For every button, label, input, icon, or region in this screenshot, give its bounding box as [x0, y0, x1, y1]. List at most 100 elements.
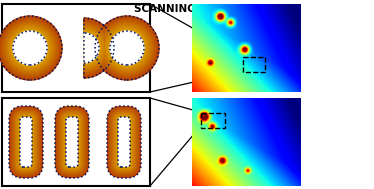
- Circle shape: [107, 28, 147, 68]
- Circle shape: [11, 29, 49, 67]
- Circle shape: [99, 20, 155, 76]
- Wedge shape: [84, 29, 102, 67]
- FancyBboxPatch shape: [108, 108, 140, 177]
- FancyBboxPatch shape: [55, 106, 89, 178]
- FancyBboxPatch shape: [114, 113, 134, 171]
- FancyBboxPatch shape: [58, 109, 86, 175]
- FancyBboxPatch shape: [116, 115, 132, 169]
- FancyBboxPatch shape: [10, 107, 42, 177]
- FancyBboxPatch shape: [17, 114, 35, 170]
- FancyBboxPatch shape: [9, 106, 43, 178]
- Circle shape: [98, 19, 156, 77]
- Circle shape: [109, 30, 145, 66]
- Circle shape: [4, 22, 56, 74]
- Wedge shape: [84, 21, 111, 75]
- Circle shape: [5, 23, 55, 73]
- Wedge shape: [84, 33, 99, 64]
- Circle shape: [110, 31, 144, 65]
- FancyBboxPatch shape: [62, 113, 82, 171]
- Circle shape: [103, 24, 151, 72]
- Circle shape: [8, 26, 52, 70]
- FancyBboxPatch shape: [16, 114, 36, 170]
- FancyBboxPatch shape: [113, 112, 135, 172]
- FancyBboxPatch shape: [108, 107, 140, 177]
- Circle shape: [0, 18, 60, 78]
- Wedge shape: [84, 19, 113, 76]
- FancyBboxPatch shape: [62, 113, 82, 171]
- Wedge shape: [84, 31, 101, 65]
- FancyBboxPatch shape: [61, 112, 83, 172]
- FancyBboxPatch shape: [112, 111, 136, 173]
- FancyBboxPatch shape: [59, 110, 85, 174]
- Circle shape: [96, 18, 157, 78]
- FancyBboxPatch shape: [13, 110, 39, 174]
- Circle shape: [95, 16, 159, 80]
- FancyBboxPatch shape: [109, 108, 139, 176]
- Wedge shape: [84, 30, 102, 66]
- Circle shape: [0, 18, 61, 78]
- Circle shape: [10, 28, 50, 68]
- Circle shape: [104, 25, 150, 71]
- FancyBboxPatch shape: [66, 117, 78, 167]
- Circle shape: [1, 19, 59, 77]
- Text: SCANNING SAXS Microscopy: SCANNING SAXS Microscopy: [134, 4, 300, 14]
- Wedge shape: [84, 32, 100, 64]
- Wedge shape: [84, 21, 111, 75]
- FancyBboxPatch shape: [18, 115, 34, 169]
- FancyBboxPatch shape: [116, 115, 132, 169]
- FancyBboxPatch shape: [15, 112, 37, 172]
- Circle shape: [99, 20, 155, 76]
- FancyBboxPatch shape: [116, 115, 132, 169]
- Circle shape: [12, 29, 49, 67]
- FancyBboxPatch shape: [115, 114, 133, 170]
- FancyBboxPatch shape: [107, 106, 141, 178]
- FancyBboxPatch shape: [64, 115, 80, 169]
- FancyBboxPatch shape: [12, 109, 40, 175]
- FancyBboxPatch shape: [18, 115, 34, 169]
- FancyBboxPatch shape: [63, 114, 81, 170]
- Circle shape: [7, 25, 53, 71]
- Wedge shape: [84, 26, 106, 70]
- Wedge shape: [84, 28, 104, 68]
- Circle shape: [7, 25, 53, 71]
- Circle shape: [98, 19, 156, 77]
- Circle shape: [1, 20, 58, 76]
- Circle shape: [95, 16, 159, 80]
- Bar: [242, 57, 264, 71]
- Wedge shape: [84, 25, 107, 71]
- FancyBboxPatch shape: [110, 109, 138, 175]
- Circle shape: [3, 21, 57, 75]
- FancyBboxPatch shape: [61, 112, 83, 172]
- Wedge shape: [84, 25, 107, 71]
- FancyBboxPatch shape: [14, 111, 38, 173]
- Circle shape: [101, 22, 153, 74]
- FancyBboxPatch shape: [61, 112, 83, 172]
- FancyBboxPatch shape: [57, 108, 87, 176]
- Circle shape: [106, 27, 148, 69]
- Wedge shape: [84, 22, 110, 74]
- FancyBboxPatch shape: [58, 109, 86, 175]
- FancyBboxPatch shape: [59, 110, 85, 174]
- Wedge shape: [84, 30, 102, 66]
- FancyBboxPatch shape: [60, 111, 84, 173]
- FancyBboxPatch shape: [111, 110, 137, 174]
- FancyBboxPatch shape: [59, 111, 85, 174]
- Wedge shape: [84, 33, 99, 63]
- FancyBboxPatch shape: [64, 115, 80, 169]
- Wedge shape: [84, 20, 112, 76]
- FancyBboxPatch shape: [60, 111, 84, 173]
- FancyBboxPatch shape: [20, 117, 32, 167]
- Circle shape: [6, 24, 54, 72]
- FancyBboxPatch shape: [65, 116, 79, 168]
- FancyBboxPatch shape: [56, 107, 88, 177]
- Wedge shape: [84, 19, 113, 77]
- Circle shape: [97, 18, 157, 78]
- Bar: [2, 4, 150, 92]
- FancyBboxPatch shape: [114, 114, 134, 170]
- FancyBboxPatch shape: [62, 114, 82, 170]
- FancyBboxPatch shape: [56, 107, 88, 177]
- FancyBboxPatch shape: [66, 117, 78, 167]
- Circle shape: [110, 30, 144, 66]
- Circle shape: [108, 29, 146, 67]
- FancyBboxPatch shape: [13, 110, 39, 174]
